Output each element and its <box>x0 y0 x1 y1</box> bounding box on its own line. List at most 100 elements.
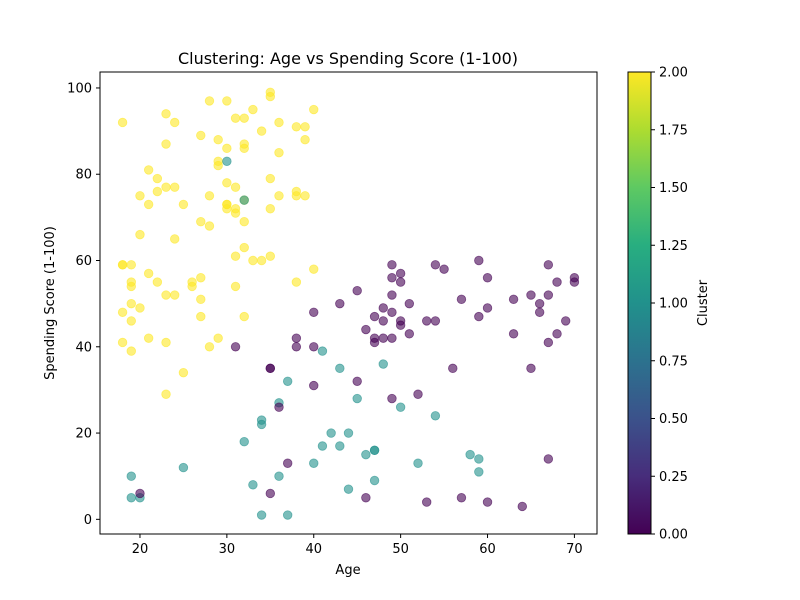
colorbar-tick-label: 2.00 <box>659 66 688 81</box>
data-point <box>248 480 258 490</box>
data-point <box>561 316 571 326</box>
data-point <box>213 333 223 343</box>
data-point <box>126 277 136 287</box>
data-point <box>126 493 136 503</box>
data-point <box>161 290 171 300</box>
data-point <box>143 333 154 343</box>
data-point <box>482 273 493 283</box>
data-points <box>117 87 580 520</box>
data-point <box>456 493 467 503</box>
data-point <box>143 268 154 279</box>
x-axis-label: Age <box>335 563 360 578</box>
x-tick-label: 50 <box>392 542 409 557</box>
data-point <box>456 294 467 305</box>
data-point <box>387 273 397 283</box>
data-point <box>265 363 276 374</box>
data-point <box>517 501 527 512</box>
y-tick-label: 40 <box>75 340 92 355</box>
data-point <box>222 96 232 106</box>
data-point <box>317 346 328 356</box>
data-point <box>274 147 284 158</box>
data-point <box>178 367 189 378</box>
data-point <box>465 449 475 460</box>
data-point <box>448 363 458 374</box>
data-point <box>482 497 493 507</box>
data-point <box>178 462 189 473</box>
data-point <box>265 91 276 102</box>
data-point <box>274 471 284 481</box>
data-point <box>300 191 310 201</box>
data-point <box>404 329 415 339</box>
data-point <box>422 316 432 326</box>
data-point <box>248 255 258 266</box>
x-tick-label: 20 <box>132 542 149 557</box>
data-point <box>239 216 249 227</box>
data-point <box>291 333 302 343</box>
data-point <box>230 342 241 352</box>
data-point <box>395 402 406 412</box>
data-point <box>204 221 215 231</box>
data-point <box>143 199 154 210</box>
data-point <box>248 104 258 115</box>
data-point <box>170 182 180 192</box>
data-point <box>126 298 136 309</box>
data-point <box>213 135 223 145</box>
data-point <box>178 199 189 210</box>
data-point <box>222 199 232 210</box>
data-point <box>309 307 319 317</box>
data-point <box>135 229 145 240</box>
data-point <box>256 419 267 430</box>
data-point <box>213 156 223 166</box>
data-point <box>239 311 249 322</box>
colorbar-ticks: 0.00 0.25 0.50 0.75 1.00 1.25 1.50 1.75 2.00 <box>651 66 688 543</box>
data-point <box>135 303 145 313</box>
data-point <box>196 216 206 227</box>
data-point <box>239 242 249 253</box>
data-point <box>335 363 345 374</box>
data-point <box>170 117 180 128</box>
data-point <box>430 411 441 421</box>
data-point <box>239 113 249 123</box>
data-point <box>552 329 562 339</box>
x-tick-label: 70 <box>566 542 583 557</box>
data-point <box>265 488 276 499</box>
data-point <box>274 117 284 128</box>
data-point <box>413 389 423 399</box>
data-point <box>395 277 406 287</box>
data-point <box>196 130 206 141</box>
data-point <box>309 458 319 468</box>
colorbar-tick-label: 0.75 <box>659 354 688 369</box>
data-point <box>230 113 241 123</box>
data-point <box>152 186 163 197</box>
data-point <box>387 307 397 317</box>
data-point <box>526 290 536 300</box>
data-point <box>300 122 310 132</box>
data-point <box>282 376 293 386</box>
data-point <box>161 139 171 149</box>
colorbar-tick-label: 1.25 <box>659 239 688 254</box>
data-point <box>387 393 397 404</box>
data-point <box>369 311 380 322</box>
data-point <box>534 298 545 309</box>
data-point <box>187 281 197 292</box>
data-point <box>361 324 371 335</box>
data-point <box>378 359 388 369</box>
data-point <box>309 104 319 115</box>
data-point <box>126 346 136 356</box>
data-point <box>230 251 241 261</box>
plot-frame <box>99 71 598 535</box>
data-point <box>534 307 545 317</box>
y-tick-label: 20 <box>75 427 92 442</box>
data-point <box>256 255 267 266</box>
x-tick-label: 60 <box>479 542 496 557</box>
y-tick-label: 80 <box>75 168 92 183</box>
data-point <box>239 195 249 205</box>
data-point <box>117 117 128 128</box>
data-point <box>309 264 319 274</box>
data-point <box>222 178 232 188</box>
data-point <box>135 191 145 201</box>
data-point <box>326 428 336 438</box>
data-point <box>543 454 554 464</box>
data-point <box>291 122 302 132</box>
